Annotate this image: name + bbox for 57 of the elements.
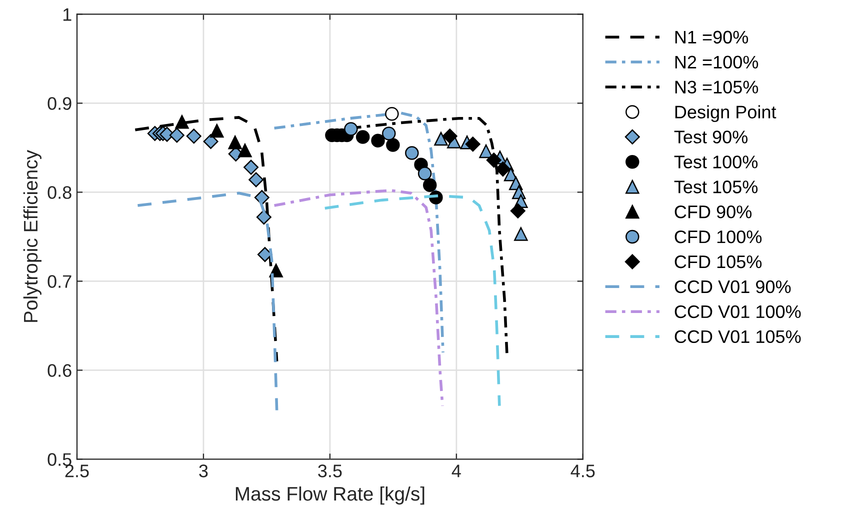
legend-label: CFD 90% <box>674 205 752 218</box>
y-tick-label: 0.8 <box>48 186 72 199</box>
point <box>418 166 432 180</box>
y-axis-title: Polytropic Efficiency <box>23 150 42 322</box>
point <box>244 160 259 175</box>
point <box>510 203 526 218</box>
point <box>238 143 252 158</box>
legend-label: Test 105% <box>674 180 758 194</box>
point <box>465 136 480 152</box>
legend-label: CCD V01 100% <box>674 305 801 318</box>
point <box>344 122 358 136</box>
point <box>385 107 399 121</box>
point <box>422 178 437 192</box>
y-tick-label: 0.7 <box>48 275 72 288</box>
legend-label: Test 100% <box>674 156 758 168</box>
point <box>356 130 370 144</box>
legend-label: N3 =105% <box>675 80 758 94</box>
legend-label: CCD V01 90% <box>674 280 791 294</box>
point <box>175 115 189 129</box>
point <box>514 227 528 241</box>
legend-label: Test 90% <box>674 130 748 144</box>
y-tick-label: 0.9 <box>48 97 72 110</box>
point <box>169 128 184 143</box>
point <box>256 210 272 225</box>
point <box>479 144 493 158</box>
point <box>434 132 448 146</box>
point <box>405 146 419 160</box>
point <box>386 138 400 152</box>
x-tick-label: 2.5 <box>65 464 89 478</box>
point <box>486 152 502 168</box>
point <box>228 135 242 150</box>
point <box>248 172 264 188</box>
line-series <box>272 112 444 354</box>
y-tick-label: 0.6 <box>48 364 72 377</box>
legend-label: CFD 105% <box>674 255 762 268</box>
y-tick-label: 0.5 <box>48 453 72 466</box>
x-axis-title: Mass Flow Rate [kg/s] <box>236 486 424 505</box>
y-tick-label: 1 <box>63 8 72 21</box>
point <box>203 134 218 149</box>
point <box>186 128 202 144</box>
legend-label: CFD 100% <box>674 230 762 244</box>
point <box>382 126 396 140</box>
legend-label: N1 =90% <box>675 30 748 44</box>
point <box>257 247 272 262</box>
x-tick-label: 3 <box>199 464 208 478</box>
line-series <box>272 189 444 408</box>
point <box>371 134 385 148</box>
legend-label: Design Point <box>675 105 776 122</box>
legend-label: N2 =100% <box>675 56 758 69</box>
point <box>254 190 270 206</box>
point <box>210 124 224 138</box>
x-tick-label: 4.5 <box>570 464 595 478</box>
x-tick-label: 4 <box>452 464 461 478</box>
legend-label: CCD V01 105% <box>674 330 801 344</box>
point <box>495 162 510 177</box>
point <box>442 128 458 144</box>
x-tick-label: 3.5 <box>318 464 342 478</box>
